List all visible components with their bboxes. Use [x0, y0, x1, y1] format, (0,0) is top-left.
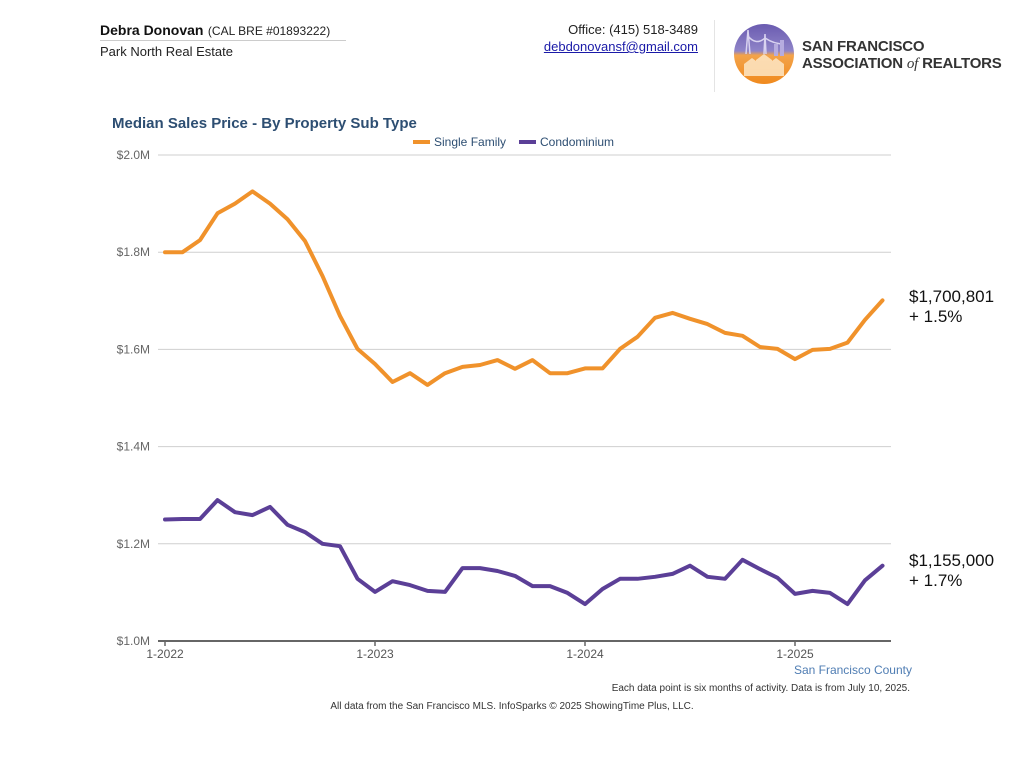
- email-link[interactable]: debdonovansf@gmail.com: [543, 39, 698, 54]
- legend-swatch-single-family: [413, 140, 430, 144]
- condominium-end-change: + 1.7%: [909, 571, 962, 590]
- source-footer: All data from the San Francisco MLS. Inf…: [330, 701, 693, 712]
- x-tick-label: 1-2024: [566, 647, 604, 661]
- agent-divider: [100, 40, 346, 41]
- legend-label-condominium[interactable]: Condominium: [540, 135, 614, 149]
- legend-label-single-family[interactable]: Single Family: [434, 135, 506, 149]
- y-tick-label: $2.0M: [117, 148, 150, 162]
- y-tick-label: $1.8M: [117, 245, 150, 259]
- data-note: Each data point is six months of activit…: [612, 683, 910, 694]
- office-phone: Office: (415) 518-3489: [568, 22, 698, 37]
- x-tick-label: 1-2025: [776, 647, 814, 661]
- chart-title: Median Sales Price - By Property Sub Typ…: [112, 115, 417, 132]
- series-line-condominium[interactable]: [163, 498, 885, 607]
- y-tick-label: $1.4M: [117, 440, 150, 454]
- y-tick-label: $1.0M: [117, 634, 150, 648]
- x-tick-label: 1-2022: [146, 647, 184, 661]
- agent-company: Park North Real Estate: [100, 44, 233, 59]
- agent-name: Debra Donovan: [100, 22, 204, 38]
- agent-license: (CAL BRE #01893222): [207, 24, 331, 38]
- single-family-end-value: $1,700,801: [909, 287, 994, 306]
- logo-line-1: San Francisco: [802, 38, 925, 55]
- legend-swatch-condominium: [519, 140, 536, 144]
- series-line-single-family[interactable]: [163, 189, 885, 387]
- header-divider: [714, 20, 715, 92]
- chart-legend: Single Family Condominium: [413, 135, 614, 149]
- logo-line-2: Association of Realtors: [802, 55, 1002, 72]
- golden-gate-houses-logo-icon: [734, 24, 794, 84]
- single-family-end-change: + 1.5%: [909, 307, 962, 326]
- contact-info: Office: (415) 518-3489 debdonovansf@gmai…: [544, 22, 698, 54]
- condominium-end-value: $1,155,000: [909, 551, 994, 570]
- y-tick-label: $1.6M: [117, 342, 150, 356]
- y-tick-label: $1.2M: [117, 537, 150, 551]
- agent-info: Debra Donovan (CAL BRE #01893222) Park N…: [100, 22, 346, 59]
- x-tick-label: 1-2023: [356, 647, 394, 661]
- region-label: San Francisco County: [794, 663, 912, 677]
- association-logo-text: San Francisco Association of Realtors: [802, 38, 1002, 73]
